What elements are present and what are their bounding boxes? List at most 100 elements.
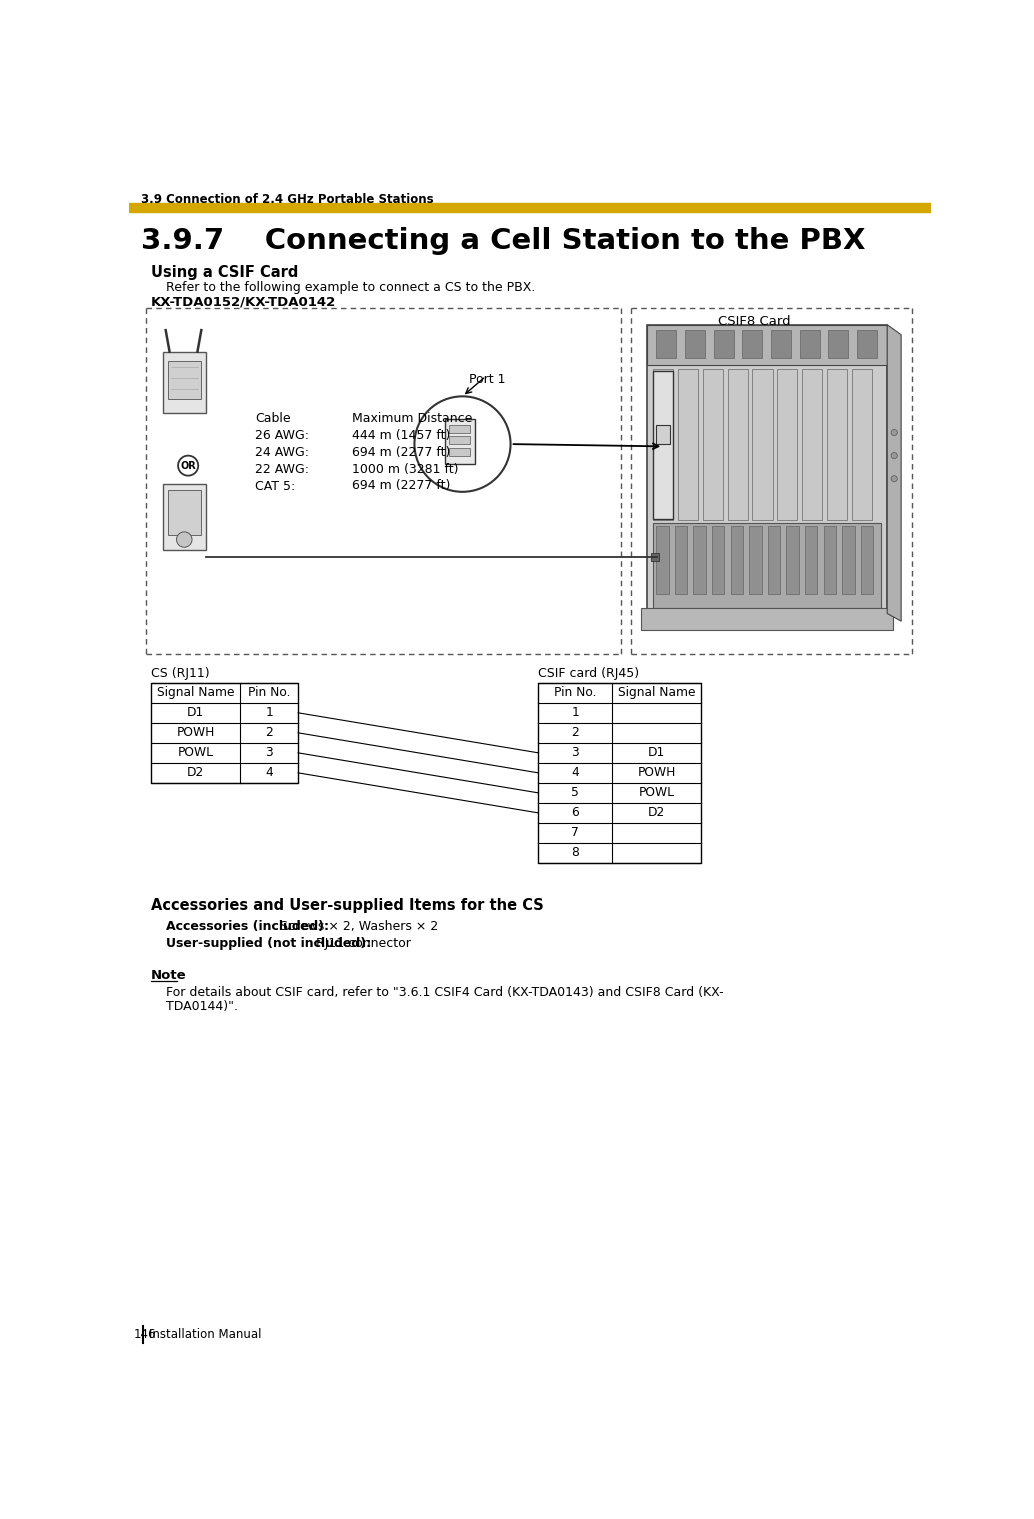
Bar (657, 527, 669, 594)
Bar (678, 369, 698, 519)
Bar (653, 371, 673, 519)
Bar (753, 369, 772, 519)
Bar (861, 527, 874, 594)
Bar (647, 325, 887, 629)
Text: TDA0144)".: TDA0144)". (166, 1000, 239, 1013)
Text: Using a CSIF Card: Using a CSIF Card (151, 266, 299, 281)
Bar (713, 330, 734, 358)
Text: 3: 3 (266, 746, 273, 760)
Text: Accessories (included):: Accessories (included): (166, 921, 330, 933)
Bar (728, 369, 748, 519)
Text: OR: OR (180, 460, 196, 471)
Bar (449, 425, 470, 433)
Text: Note: Note (151, 969, 186, 983)
Bar (163, 485, 206, 550)
Text: 7: 7 (572, 826, 579, 840)
Bar (827, 369, 847, 519)
Text: RJ11 connector: RJ11 connector (312, 937, 412, 949)
Text: CS (RJ11): CS (RJ11) (151, 667, 210, 681)
Bar (768, 527, 781, 594)
Circle shape (891, 453, 898, 459)
Text: Screws × 2, Washers × 2: Screws × 2, Washers × 2 (276, 921, 438, 933)
Bar (742, 330, 762, 358)
Text: KX-TDA0152/KX-TDA0142: KX-TDA0152/KX-TDA0142 (151, 296, 336, 308)
Bar (657, 425, 670, 444)
Bar (151, 682, 298, 782)
Text: 4: 4 (572, 767, 579, 779)
Text: 2: 2 (572, 726, 579, 740)
Bar (750, 527, 762, 594)
Bar (685, 330, 705, 358)
Bar (712, 527, 725, 594)
Text: 146: 146 (133, 1329, 156, 1341)
Bar (857, 330, 877, 358)
Text: Signal Name: Signal Name (157, 687, 235, 699)
Text: CSIF card (RJ45): CSIF card (RJ45) (539, 667, 640, 681)
Text: POWL: POWL (639, 787, 674, 799)
Bar (446, 419, 475, 465)
Text: Refer to the following example to connect a CS to the PBX.: Refer to the following example to connec… (166, 281, 536, 293)
Text: D1: D1 (648, 746, 665, 760)
Bar (675, 527, 688, 594)
Bar (799, 330, 820, 358)
Text: Installation Manual: Installation Manual (149, 1329, 262, 1341)
Text: 8: 8 (572, 846, 579, 860)
Text: Cable: Cable (254, 412, 291, 425)
Text: Port 1: Port 1 (468, 374, 506, 386)
Text: Pin No.: Pin No. (554, 687, 597, 699)
Bar (771, 330, 791, 358)
Text: Maximum Distance: Maximum Distance (353, 412, 473, 425)
Text: For details about CSIF card, refer to "3.6.1 CSIF4 Card (KX-TDA0143) and CSIF8 C: For details about CSIF card, refer to "3… (166, 986, 724, 1000)
Bar (703, 369, 723, 519)
Text: Accessories and User-supplied Items for the CS: Accessories and User-supplied Items for … (151, 898, 544, 913)
Bar (731, 527, 743, 594)
Bar (852, 369, 872, 519)
Text: POWL: POWL (178, 746, 213, 760)
Polygon shape (887, 325, 902, 621)
Bar (787, 527, 799, 594)
Text: 694 m (2277 ft): 694 m (2277 ft) (353, 480, 451, 492)
Bar (653, 524, 881, 608)
Text: POWH: POWH (637, 767, 676, 779)
Bar (805, 527, 818, 594)
Bar (843, 527, 855, 594)
Bar (539, 682, 701, 863)
Circle shape (177, 532, 192, 547)
Bar (657, 330, 676, 358)
Text: Pin No.: Pin No. (248, 687, 291, 699)
Text: 5: 5 (572, 787, 579, 799)
Text: 4: 4 (266, 767, 273, 779)
Text: 24 AWG:: 24 AWG: (254, 445, 309, 459)
Bar (824, 527, 837, 594)
Text: User-supplied (not included):: User-supplied (not included): (166, 937, 371, 949)
Text: 1: 1 (266, 706, 273, 720)
Bar (168, 491, 202, 535)
Text: D2: D2 (648, 807, 665, 819)
Bar (449, 436, 470, 444)
Text: CSIF8 Card: CSIF8 Card (719, 314, 791, 328)
Bar (828, 330, 849, 358)
Bar (650, 553, 659, 561)
Text: POWH: POWH (177, 726, 215, 740)
Bar (168, 362, 202, 399)
Bar (802, 369, 822, 519)
Text: 3.9.7    Connecting a Cell Station to the PBX: 3.9.7 Connecting a Cell Station to the P… (141, 226, 865, 255)
Text: 1000 m (3281 ft): 1000 m (3281 ft) (353, 463, 459, 475)
Text: 3: 3 (572, 746, 579, 760)
Text: 1: 1 (572, 706, 579, 720)
Bar (449, 448, 470, 456)
Bar (778, 369, 797, 519)
Text: D1: D1 (187, 706, 204, 720)
Bar (129, 204, 931, 211)
Circle shape (891, 475, 898, 482)
Bar (163, 352, 206, 413)
Text: 694 m (2277 ft): 694 m (2277 ft) (353, 445, 451, 459)
Text: 6: 6 (572, 807, 579, 819)
Text: CAT 5:: CAT 5: (254, 480, 295, 492)
Text: Signal Name: Signal Name (618, 687, 696, 699)
Bar (641, 608, 893, 630)
Circle shape (415, 396, 511, 492)
Text: 444 m (1457 ft): 444 m (1457 ft) (353, 428, 451, 442)
Text: 3.9 Connection of 2.4 GHz Portable Stations: 3.9 Connection of 2.4 GHz Portable Stati… (141, 193, 433, 207)
Text: 26 AWG:: 26 AWG: (254, 428, 309, 442)
